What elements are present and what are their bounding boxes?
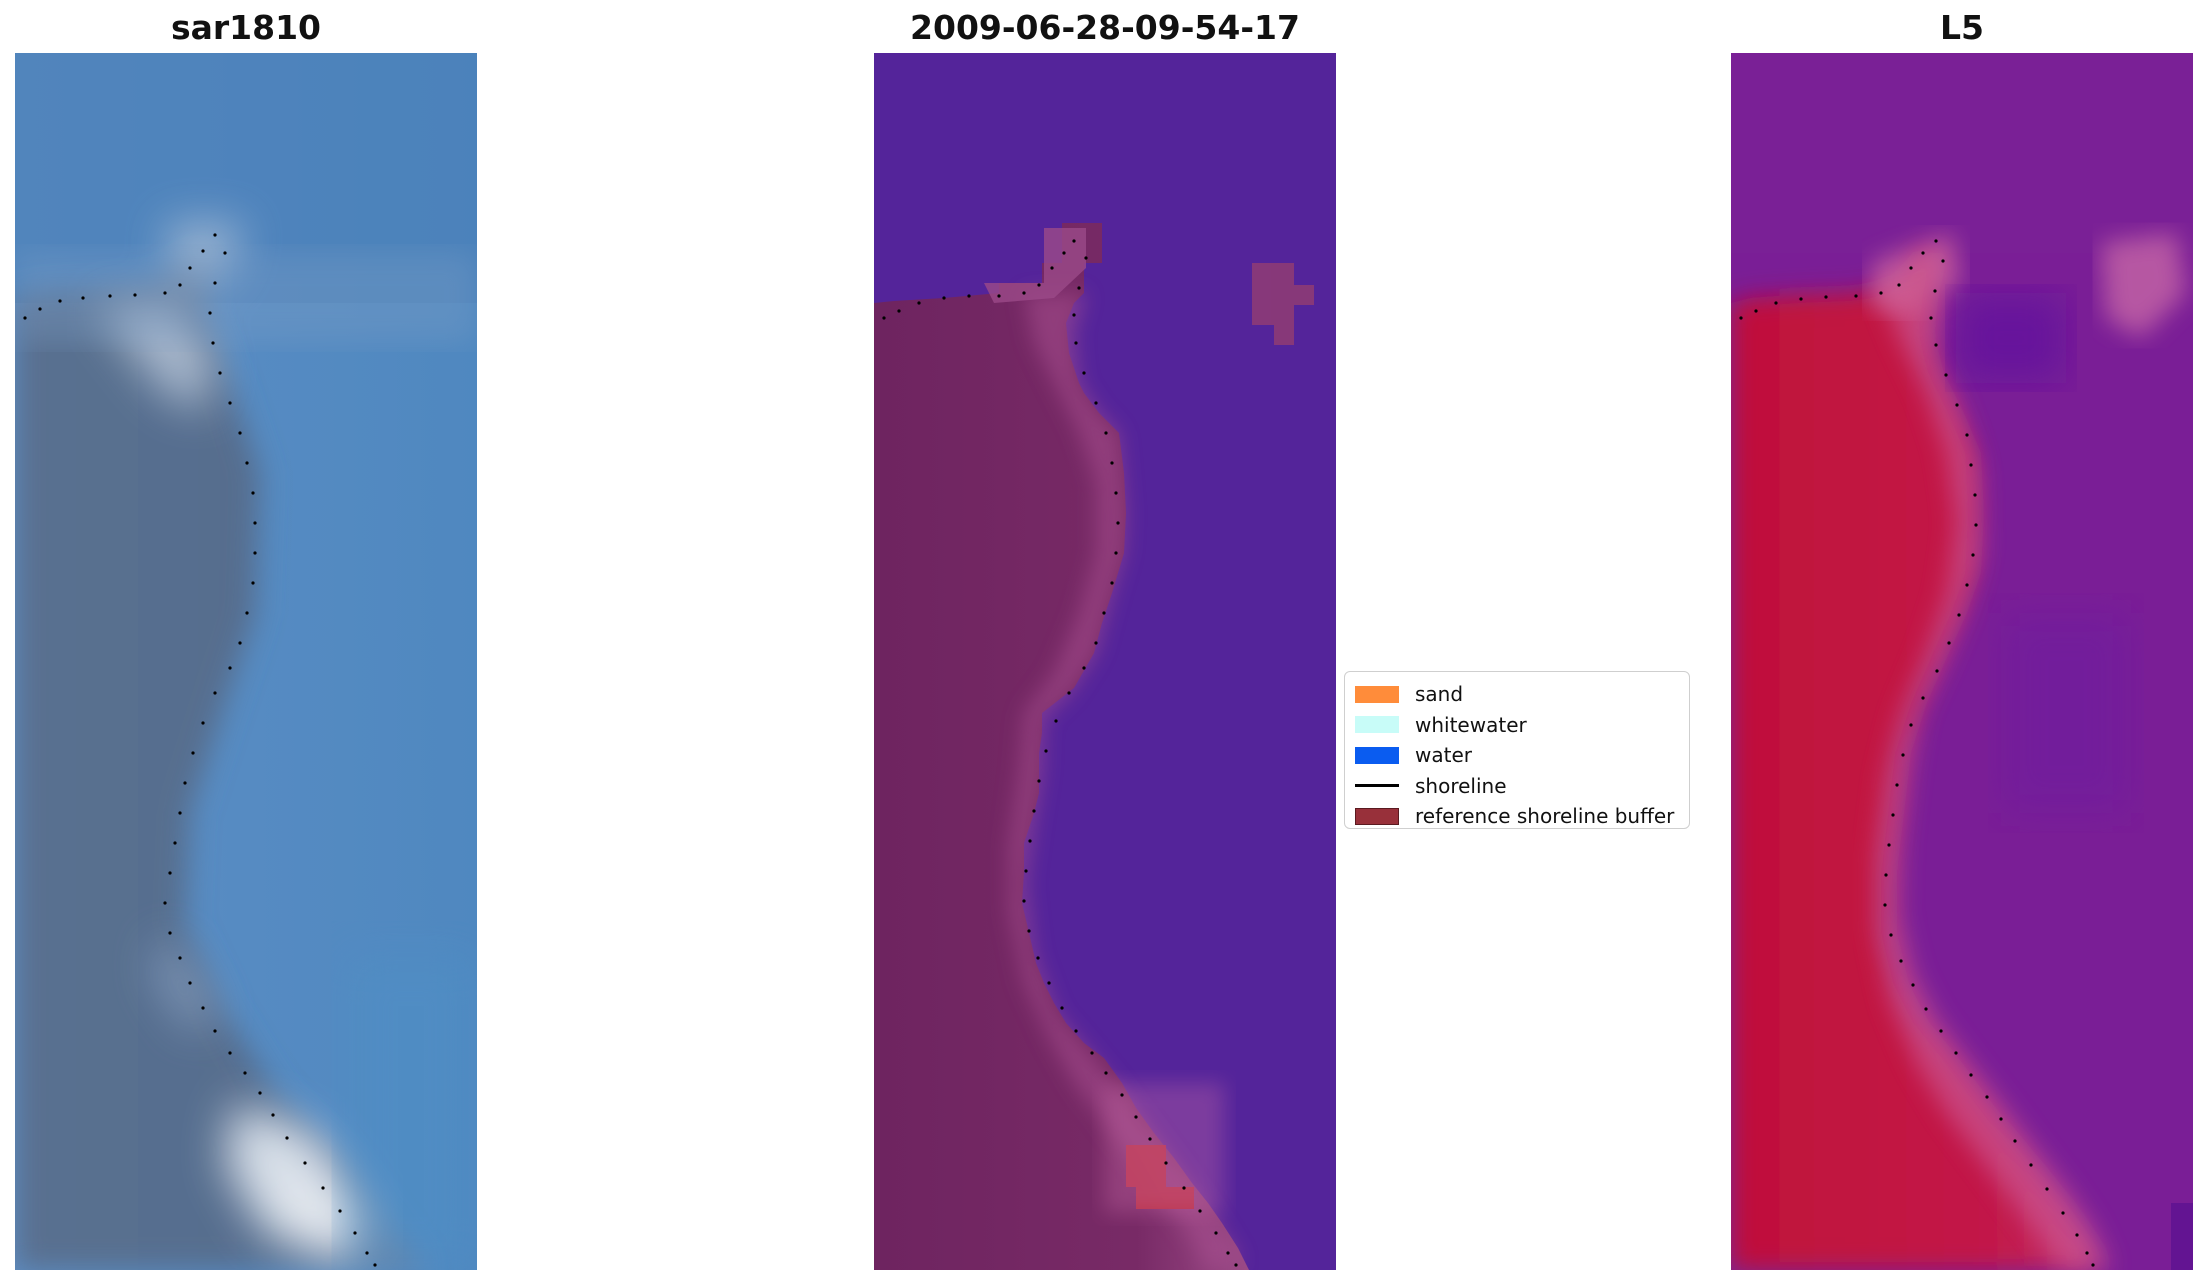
rgb-image xyxy=(15,53,477,1270)
legend-swatch-reference-buffer xyxy=(1355,807,1399,825)
legend-swatch-water xyxy=(1355,746,1399,764)
index-image-panel xyxy=(1731,53,2193,1270)
legend-item-water: water xyxy=(1355,740,1679,771)
index-image xyxy=(1731,53,2193,1270)
panel-title-rgb: sar1810 xyxy=(170,8,322,47)
panel-title-classification: 2009-06-28-09-54-17 xyxy=(910,8,1300,47)
shoreline-points xyxy=(882,239,1238,1267)
legend-label-sand: sand xyxy=(1415,682,1464,707)
legend-item-sand: sand xyxy=(1355,679,1679,710)
legend-item-whitewater: whitewater xyxy=(1355,710,1679,741)
legend-swatch-sand xyxy=(1355,685,1399,703)
legend-item-shoreline: shoreline xyxy=(1355,771,1679,802)
legend-item-reference-buffer: reference shoreline buffer xyxy=(1355,801,1679,832)
panel-title-index: L5 xyxy=(1940,8,1984,47)
legend: sand whitewater water shoreline referenc… xyxy=(1344,671,1690,829)
legend-label-whitewater: whitewater xyxy=(1415,712,1527,737)
legend-label-reference-buffer: reference shoreline buffer xyxy=(1415,804,1675,829)
legend-label-water: water xyxy=(1415,743,1472,768)
shoreline-points xyxy=(1739,239,2095,1267)
rgb-image-panel xyxy=(15,53,477,1270)
legend-label-shoreline: shoreline xyxy=(1415,773,1507,798)
shoreline-points xyxy=(23,233,377,1267)
classification-panel xyxy=(874,53,1336,1270)
classification-image xyxy=(874,53,1336,1270)
small-patch xyxy=(1252,263,1314,345)
legend-swatch-whitewater xyxy=(1355,716,1399,734)
legend-line-shoreline xyxy=(1355,784,1399,788)
